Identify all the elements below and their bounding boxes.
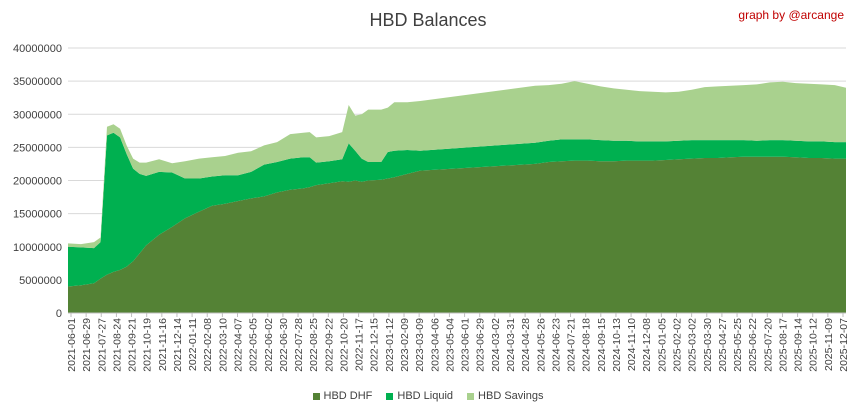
x-tick-label: 2025-07-20 xyxy=(762,318,774,372)
x-tick-label: 2025-10-12 xyxy=(808,318,820,372)
x-tick-label: 2021-06-01 xyxy=(66,318,78,372)
x-tick-label: 2023-05-04 xyxy=(444,318,456,372)
x-tick-label: 2022-04-07 xyxy=(233,318,245,372)
x-tick-label: 2023-01-12 xyxy=(384,318,396,372)
legend-label-dhf: HBD DHF xyxy=(323,390,373,402)
x-tick-label: 2021-08-24 xyxy=(111,318,123,372)
x-tick-label: 2021-10-19 xyxy=(142,318,154,372)
y-tick-label: 5000000 xyxy=(19,275,62,287)
chart-legend: HBD DHF HBD Liquid HBD Savings xyxy=(0,390,856,402)
legend-label-savings: HBD Savings xyxy=(478,390,544,402)
chart-title: HBD Balances xyxy=(369,10,487,30)
x-tick-label: 2023-06-01 xyxy=(460,318,472,372)
x-tick-label: 2025-12-07 xyxy=(838,318,850,372)
x-tick-label: 2025-03-02 xyxy=(687,318,699,372)
legend-item-dhf: HBD DHF xyxy=(312,390,373,402)
legend-swatch-savings xyxy=(467,392,475,400)
x-tick-label: 2024-09-15 xyxy=(596,318,608,372)
y-tick-label: 40000000 xyxy=(13,43,62,55)
x-tick-label: 2025-01-05 xyxy=(656,318,668,372)
area-series-hbd-savings xyxy=(68,81,846,249)
x-tick-label: 2024-12-08 xyxy=(641,318,653,372)
x-tick-label: 2022-10-20 xyxy=(338,318,350,372)
y-tick-label: 30000000 xyxy=(13,109,62,121)
y-tick-label: 0 xyxy=(56,308,62,320)
x-tick-label: 2021-07-27 xyxy=(96,318,108,372)
x-tick-label: 2025-11-09 xyxy=(823,318,835,371)
x-tick-label: 2025-02-02 xyxy=(671,318,683,372)
x-tick-label: 2022-07-28 xyxy=(293,318,305,372)
x-tick-label: 2022-03-10 xyxy=(217,318,229,372)
x-tick-label: 2024-03-31 xyxy=(505,318,517,372)
x-tick-label: 2022-05-05 xyxy=(248,318,260,372)
x-tick-label: 2022-06-30 xyxy=(278,318,290,372)
x-tick-label: 2024-11-10 xyxy=(626,318,638,371)
y-tick-label: 10000000 xyxy=(13,242,62,254)
x-tick-label: 2025-03-30 xyxy=(702,318,714,372)
x-tick-label: 2024-08-18 xyxy=(581,318,593,372)
x-tick-label: 2021-12-14 xyxy=(172,318,184,372)
x-tick-label: 2022-06-02 xyxy=(263,318,275,372)
x-tick-label: 2022-09-22 xyxy=(323,318,335,372)
x-tick-label: 2024-03-02 xyxy=(490,318,502,372)
x-tick-label: 2024-05-26 xyxy=(535,318,547,372)
x-tick-label: 2023-06-29 xyxy=(475,318,487,372)
x-tick-label: 2021-11-16 xyxy=(157,318,169,371)
x-tick-label: 2025-06-22 xyxy=(747,318,759,372)
y-tick-label: 20000000 xyxy=(13,176,62,188)
x-tick-label: 2023-04-06 xyxy=(429,318,441,372)
x-tick-label: 2022-12-15 xyxy=(369,318,381,372)
x-tick-label: 2023-03-09 xyxy=(414,318,426,372)
x-tick-label: 2022-02-08 xyxy=(202,318,214,372)
x-tick-label: 2025-05-25 xyxy=(732,318,744,372)
legend-swatch-dhf xyxy=(312,392,320,400)
stacked-areas xyxy=(68,81,846,313)
legend-item-liquid: HBD Liquid xyxy=(386,390,453,402)
x-tick-label: 2023-02-09 xyxy=(399,318,411,372)
axes: 0 5000000 10000000 15000000 20000000 25000000… xyxy=(13,43,850,372)
x-tick-label: 2021-06-29 xyxy=(81,318,93,372)
y-tick-label: 15000000 xyxy=(13,209,62,221)
chart-credit: graph by @arcange xyxy=(738,8,844,22)
x-tick-label: 2024-06-23 xyxy=(550,318,562,372)
x-tick-label: 2022-01-11 xyxy=(187,318,199,371)
legend-item-savings: HBD Savings xyxy=(467,390,543,402)
x-tick-label: 2024-04-28 xyxy=(520,318,532,372)
legend-swatch-liquid xyxy=(386,392,394,400)
x-tick-label: 2024-10-13 xyxy=(611,318,623,372)
x-tick-label: 2022-08-25 xyxy=(308,318,320,372)
area-series-hbd-dhf xyxy=(68,156,846,313)
x-tick-label: 2025-08-17 xyxy=(777,318,789,372)
x-tick-label: 2021-09-21 xyxy=(127,318,139,372)
legend-label-liquid: HBD Liquid xyxy=(397,390,454,402)
x-tick-label: 2025-04-27 xyxy=(717,318,729,372)
y-tick-label: 25000000 xyxy=(13,142,62,154)
area-series-hbd-liquid xyxy=(68,132,846,287)
x-tick-label: 2025-09-14 xyxy=(793,318,805,372)
y-tick-label: 35000000 xyxy=(13,76,62,88)
x-tick-label: 2022-11-17 xyxy=(354,318,366,371)
x-tick-label: 2024-07-21 xyxy=(566,318,578,372)
